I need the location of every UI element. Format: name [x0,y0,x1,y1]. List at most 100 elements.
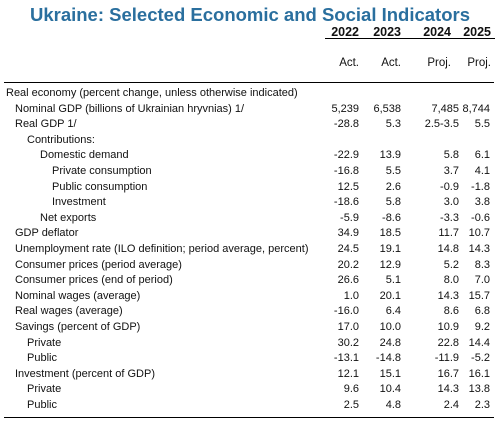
row-value-2023: 5.5 [385,165,401,177]
row-value-2025: 6.8 [474,305,490,318]
table-row: Real wages (average) -16.0 6.4 8.6 6.8 [0,304,500,318]
row-value-2025: 8.3 [474,258,490,271]
row-value-2022: 26.6 [337,274,359,287]
row-label: Public consumption [52,180,148,193]
row-label: Nominal GDP (billions of Ukrainian hryvn… [15,102,245,115]
row-value-2025: 10.7 [468,227,490,240]
status-header-2023: Act. [381,57,401,69]
row-value-2024: 8.0 [443,274,459,287]
row-label: GDP deflator [15,227,79,240]
row-value-2025: 14.3 [468,243,490,255]
row-value-2023: 4.8 [385,399,401,411]
row-value-2022: -5.9 [340,211,359,224]
row-value-2022: 30.2 [337,336,359,349]
row-value-2024: 2.4 [443,399,459,411]
row-value-2024: 3.0 [443,196,459,209]
row-value-2024: 14.8 [437,243,459,255]
row-label: Real wages (average) [15,305,123,318]
row-label: Savings (percent of GDP) [15,321,141,333]
header-rule [4,82,494,83]
table-row: GDP deflator 34.9 18.5 11.7 10.7 [0,226,500,240]
row-value-2023: 10.0 [379,321,401,333]
row-value-2023: 2.6 [385,180,401,193]
row-value-2025: 6.1 [474,149,490,162]
row-value-2025: 4.1 [474,165,490,177]
row-value-2022: 20.2 [337,258,359,271]
row-value-2025: -0.6 [471,211,490,224]
year-header-2024: 2024 [423,25,451,39]
row-label: Unemployment rate (ILO definition; perio… [15,243,309,255]
row-value-2022: 24.5 [337,243,359,255]
table-row: Private 9.6 10.4 14.3 13.8 [0,382,500,396]
table-row: Contributions: [0,133,500,147]
table-row: Real economy (percent change, unless oth… [0,86,500,100]
row-value-2023: 19.1 [379,243,401,255]
row-value-2024: 8.6 [443,305,459,318]
row-value-2022: 12.1 [337,367,359,380]
row-value-2024: 10.9 [437,321,459,333]
row-value-2024: 22.8 [437,336,459,349]
row-label: Real economy (percent change, unless oth… [6,87,298,99]
row-value-2025: 8,744 [462,102,490,115]
row-label: Contributions: [27,133,95,146]
row-value-2022: 1.0 [343,289,359,302]
row-value-2024: 2.5-3.5 [424,118,459,131]
row-value-2022: 2.5 [343,399,359,411]
row-label: Real GDP 1/ [15,118,77,131]
table-row: Real GDP 1/ -28.8 5.3 2.5-3.5 5.5 [0,117,500,131]
row-value-2025: -5.2 [471,352,490,365]
row-label: Consumer prices (period average) [15,258,182,271]
row-value-2023: 24.8 [379,336,401,349]
row-value-2022: -13.1 [333,352,359,365]
row-value-2025: -1.8 [471,180,490,193]
row-value-2025: 13.8 [468,383,490,396]
table-title: Ukraine: Selected Economic and Social In… [29,4,471,25]
row-value-2023: 12.9 [379,258,401,271]
row-value-2024: 5.8 [443,149,459,162]
table-row: Consumer prices (period average) 20.2 12.9… [0,258,500,272]
row-value-2025: 14.4 [468,336,490,349]
row-value-2025: 16.1 [468,367,490,380]
row-value-2022: -16.0 [333,305,359,318]
row-value-2024: 14.3 [437,289,459,302]
row-value-2025: 3.8 [474,196,490,209]
row-value-2024: 5.2 [443,258,459,271]
row-value-2023: 5.8 [385,196,401,209]
bottom-rule [4,417,494,418]
table-row: Public 2.5 4.8 2.4 2.3 [0,398,500,412]
row-value-2022: -22.9 [333,149,359,162]
table-row: Savings (percent of GDP) 17.0 10.0 10.9 9.2 [0,320,500,334]
row-value-2023: 6.4 [385,305,401,318]
row-label: Consumer prices (end of period) [15,274,173,287]
year-header-2022: 2022 [331,25,359,39]
status-header-2022: Act. [339,57,359,69]
table-row: Investment -18.6 5.8 3.0 3.8 [0,195,500,209]
row-label: Public [27,352,57,365]
row-value-2022: -16.8 [333,165,359,177]
row-value-2025: 9.2 [474,321,490,333]
table-row: Unemployment rate (ILO definition; perio… [0,242,500,256]
row-label: Private [27,383,62,396]
table-row: Domestic demand -22.9 13.9 5.8 6.1 [0,148,500,162]
year-header-underline [325,38,495,39]
row-value-2024: 3.7 [443,165,459,177]
row-value-2023: 5.3 [385,118,401,131]
row-value-2023: 18.5 [379,227,401,240]
row-value-2022: 9.6 [343,383,359,396]
row-value-2022: 34.9 [337,227,359,240]
table-row: Public -13.1 -14.8 -11.9 -5.2 [0,351,500,365]
status-header-2025: Proj. [467,57,491,69]
table-row: Investment (percent of GDP) 12.1 15.1 16.7 1… [0,367,500,381]
row-value-2023: 10.4 [379,383,401,396]
row-value-2023: 5.1 [385,274,401,287]
table-row: Private 30.2 24.8 22.8 14.4 [0,336,500,350]
row-value-2024: 16.7 [437,367,459,380]
row-value-2023: 6,538 [373,102,401,115]
row-value-2022: 12.5 [337,180,359,193]
row-value-2023: 13.9 [379,149,401,162]
row-label: Investment [52,196,106,209]
table-row: Net exports -5.9 -8.6 -3.3 -0.6 [0,211,500,225]
table-row: Nominal wages (average) 1.0 20.1 14.3 15.7 [0,289,500,303]
row-value-2024: -11.9 [434,352,459,365]
table-row: Consumer prices (end of period) 26.6 5.1 8.… [0,273,500,287]
